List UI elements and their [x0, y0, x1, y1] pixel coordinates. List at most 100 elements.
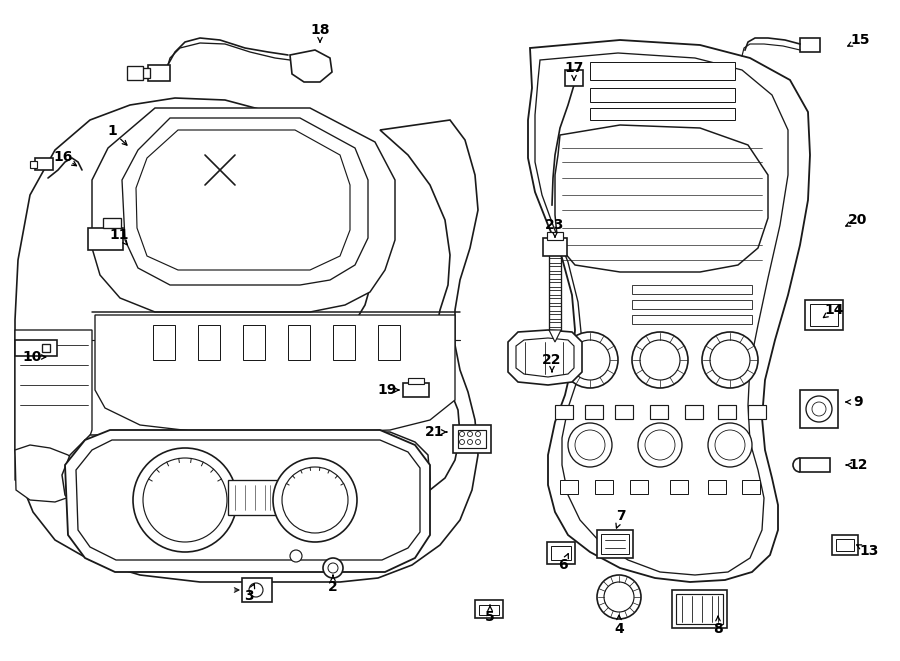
- Bar: [590, 62, 735, 80]
- Bar: [632, 315, 752, 324]
- Bar: [549, 298, 561, 303]
- Bar: [632, 300, 752, 309]
- Polygon shape: [15, 445, 82, 502]
- Text: 6: 6: [558, 558, 568, 572]
- Bar: [549, 282, 561, 287]
- Bar: [595, 480, 613, 494]
- Bar: [551, 546, 571, 560]
- Text: 15: 15: [850, 33, 869, 47]
- Text: 13: 13: [860, 544, 878, 558]
- Circle shape: [282, 467, 348, 533]
- Circle shape: [290, 550, 302, 562]
- Polygon shape: [76, 440, 420, 560]
- Bar: [408, 378, 424, 384]
- Bar: [403, 383, 429, 397]
- Circle shape: [806, 396, 832, 422]
- Bar: [650, 405, 668, 419]
- Bar: [288, 325, 310, 360]
- Bar: [632, 285, 752, 294]
- Text: 16: 16: [53, 150, 73, 164]
- Text: 5: 5: [485, 610, 495, 624]
- Bar: [475, 600, 503, 618]
- Circle shape: [568, 423, 612, 467]
- Polygon shape: [15, 330, 92, 485]
- Bar: [800, 390, 838, 428]
- Circle shape: [323, 558, 343, 578]
- Bar: [832, 535, 858, 555]
- Polygon shape: [508, 330, 582, 385]
- Text: 10: 10: [22, 350, 41, 364]
- Bar: [565, 70, 583, 86]
- Bar: [615, 405, 633, 419]
- Bar: [836, 539, 854, 551]
- Text: 18: 18: [310, 23, 329, 37]
- Text: 17: 17: [564, 61, 584, 75]
- Text: 23: 23: [545, 218, 564, 232]
- Bar: [560, 480, 578, 494]
- Bar: [333, 325, 355, 360]
- Polygon shape: [62, 432, 430, 520]
- Bar: [42, 344, 50, 352]
- Circle shape: [575, 430, 605, 460]
- Text: 9: 9: [853, 395, 863, 409]
- Circle shape: [632, 332, 688, 388]
- Circle shape: [475, 432, 481, 436]
- Circle shape: [143, 458, 227, 542]
- Bar: [378, 325, 400, 360]
- Polygon shape: [516, 338, 574, 377]
- Bar: [458, 430, 486, 448]
- Bar: [243, 325, 265, 360]
- Bar: [88, 228, 123, 250]
- Bar: [676, 594, 723, 624]
- Circle shape: [604, 582, 634, 612]
- Polygon shape: [136, 130, 350, 270]
- Circle shape: [812, 402, 826, 416]
- Circle shape: [467, 440, 472, 444]
- Bar: [742, 480, 760, 494]
- Bar: [549, 274, 561, 279]
- Bar: [547, 232, 563, 240]
- Bar: [453, 425, 491, 453]
- Bar: [718, 405, 736, 419]
- Bar: [153, 325, 175, 360]
- Bar: [30, 161, 37, 168]
- Bar: [228, 480, 278, 515]
- Circle shape: [715, 430, 745, 460]
- Bar: [549, 290, 561, 295]
- Circle shape: [133, 448, 237, 552]
- Bar: [708, 480, 726, 494]
- Text: 7: 7: [616, 509, 625, 523]
- Circle shape: [708, 423, 752, 467]
- Circle shape: [460, 432, 464, 436]
- Circle shape: [467, 432, 472, 436]
- Circle shape: [328, 563, 338, 573]
- Polygon shape: [528, 40, 810, 582]
- Bar: [15, 340, 57, 356]
- Circle shape: [562, 332, 618, 388]
- Bar: [670, 480, 688, 494]
- Circle shape: [475, 440, 481, 444]
- Bar: [585, 405, 603, 419]
- Bar: [549, 314, 561, 319]
- Bar: [148, 65, 170, 81]
- Bar: [672, 590, 727, 628]
- Bar: [549, 306, 561, 311]
- Bar: [543, 238, 567, 256]
- Circle shape: [645, 430, 675, 460]
- Polygon shape: [95, 315, 455, 432]
- Bar: [810, 304, 838, 326]
- Polygon shape: [290, 50, 332, 82]
- Text: 3: 3: [244, 589, 254, 603]
- Bar: [479, 605, 499, 615]
- Circle shape: [460, 440, 464, 444]
- Text: 11: 11: [109, 228, 129, 242]
- Text: 14: 14: [824, 303, 844, 317]
- Text: 2: 2: [328, 580, 338, 594]
- Circle shape: [640, 340, 680, 380]
- Polygon shape: [535, 53, 788, 575]
- Circle shape: [710, 340, 750, 380]
- Text: 1: 1: [107, 124, 117, 138]
- Bar: [685, 405, 703, 419]
- Polygon shape: [122, 118, 368, 285]
- Circle shape: [597, 575, 641, 619]
